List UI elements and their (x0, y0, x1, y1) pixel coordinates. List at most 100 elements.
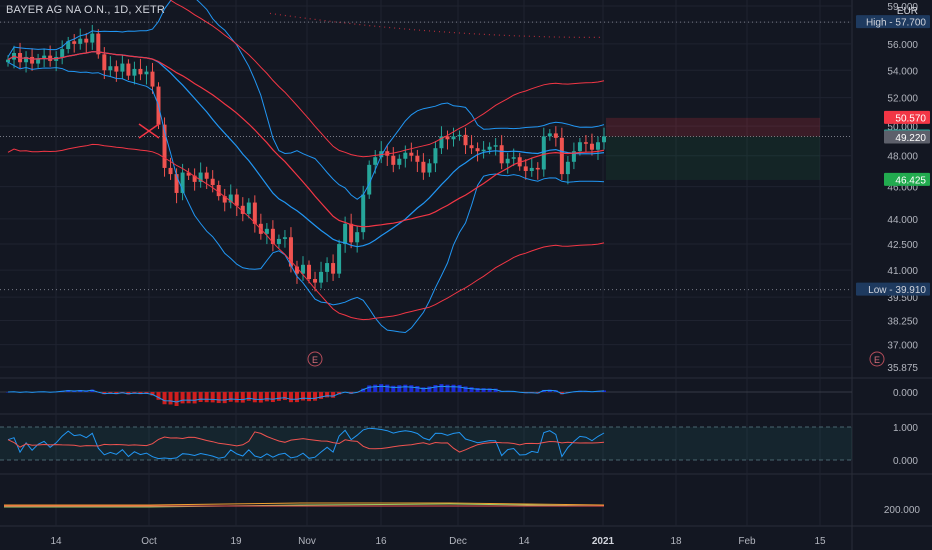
candle-body (246, 202, 251, 214)
candle-body (66, 41, 71, 50)
candle-body (343, 223, 348, 245)
price-badge-bg (856, 282, 930, 296)
candle-body (445, 136, 450, 140)
candle-body (150, 71, 155, 87)
price-badge-bg (856, 15, 930, 29)
candle-body (511, 157, 516, 159)
stoch-k-line (7, 427, 605, 460)
macd-histogram-bar (313, 392, 318, 401)
macd-histogram-bar (451, 384, 456, 392)
macd-histogram-bar (234, 392, 239, 403)
price-badge-text: 49.220 (895, 133, 926, 144)
macd-histogram-bar (415, 386, 420, 392)
candle-body (222, 196, 227, 203)
candle-body (325, 263, 330, 272)
earnings-event-icon (869, 351, 885, 367)
macd-histogram-bar (282, 392, 287, 401)
candle-body (216, 185, 221, 197)
candle-body (288, 237, 293, 267)
candle-body (523, 166, 528, 172)
candle-body (313, 279, 318, 283)
candle-body (162, 124, 167, 168)
time-axis-label: 16 (375, 536, 387, 547)
time-axis-label: Oct (141, 536, 157, 547)
candle-body (228, 194, 233, 203)
price-badge: Low - 39.910 (856, 282, 930, 296)
candle-body (391, 155, 396, 165)
macd-histogram-bar (192, 392, 197, 404)
macd-histogram-bar (180, 392, 185, 404)
macd-histogram-bar (481, 388, 486, 392)
candle-body (204, 172, 209, 179)
candle-body (24, 56, 29, 63)
macd-histogram-bar (264, 392, 269, 402)
candle-body (180, 172, 185, 193)
macd-histogram-bar (463, 386, 468, 392)
price-tick-label: 50.000 (887, 122, 918, 133)
candle-body (469, 145, 474, 149)
target-zone (606, 136, 820, 180)
candle-body (481, 149, 486, 152)
macd-axis-label: 0.000 (893, 388, 918, 399)
time-axis-label: 14 (518, 536, 530, 547)
price-tick-label: 44.000 (887, 215, 918, 226)
macd-histogram-bar (361, 388, 366, 392)
candle-body (108, 66, 113, 71)
bollinger-basis (7, 51, 605, 248)
bottom-line-green (4, 503, 605, 508)
candle-body (397, 158, 402, 165)
macd-histogram-bar (204, 392, 209, 403)
signal-cross-marker (138, 123, 160, 139)
symbol-title: BAYER AG NA O.N., 1D, XETR (6, 4, 166, 16)
macd-histogram-bar (457, 384, 462, 392)
earnings-event-icon (307, 351, 323, 367)
candle-body (168, 167, 173, 175)
envelope-lower (7, 143, 605, 321)
macd-histogram-bar (403, 384, 408, 392)
candle-body (132, 68, 137, 76)
candle-body (361, 194, 366, 233)
macd-histogram-bar (258, 392, 263, 403)
macd-histogram-bar (252, 392, 257, 403)
candle-body (421, 161, 426, 173)
price-badge: 49.220 (884, 130, 930, 144)
candle-body (373, 157, 378, 165)
candle-body (547, 133, 552, 137)
time-axis-label: Nov (298, 536, 316, 547)
macd-histogram-bar (331, 392, 336, 398)
price-tick-label: 46.000 (887, 183, 918, 194)
time-axis-label: Dec (449, 536, 467, 547)
candle-body (493, 145, 498, 147)
macd-histogram-bar (409, 385, 414, 392)
candle-body (451, 136, 456, 140)
candle-body (264, 228, 269, 234)
candle-body (487, 146, 492, 150)
price-badge-bg (884, 130, 930, 144)
candle-body (90, 33, 95, 43)
candle-body (409, 152, 414, 156)
candle-body (126, 63, 131, 76)
time-axis-label: 2021 (592, 536, 615, 547)
time-axis-label: 18 (670, 536, 682, 547)
price-badge-bg (884, 172, 930, 186)
macd-histogram-bar (421, 387, 426, 392)
price-tick-label: 56.000 (887, 40, 918, 51)
price-badge-text: 50.570 (895, 113, 926, 124)
candle-body (114, 66, 119, 72)
candle-body (583, 142, 588, 144)
price-tick-label: 39.500 (887, 293, 918, 304)
candle-body (210, 178, 215, 186)
bollinger-upper (7, 0, 605, 200)
macd-histogram-bar (433, 385, 438, 392)
candle-body (144, 71, 149, 75)
candle-body (102, 54, 107, 71)
price-tick-label: 42.500 (887, 240, 918, 251)
candle-body (475, 148, 480, 152)
macd-histogram-bar (319, 392, 324, 399)
macd-histogram-bar (162, 392, 167, 405)
candle-body (577, 142, 582, 152)
candle-body (276, 238, 281, 245)
bottom-line-orange (4, 502, 605, 506)
candle-body (559, 137, 564, 175)
